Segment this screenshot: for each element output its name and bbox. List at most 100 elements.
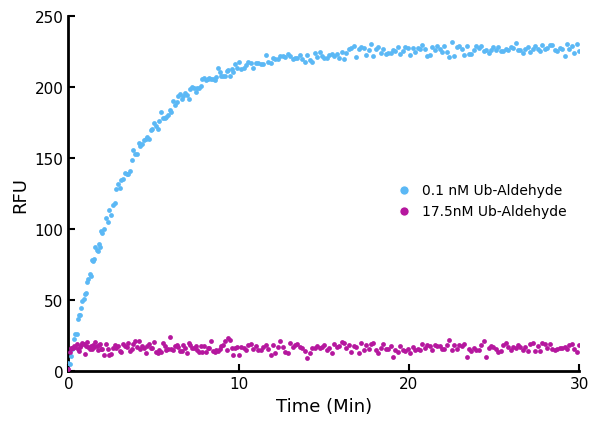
Point [491,345,501,352]
Point [203,77,212,83]
Point [486,48,496,55]
Point [386,51,395,58]
Point [361,342,371,348]
Point [185,87,195,94]
Point [116,177,126,184]
Point [151,348,161,355]
Point [163,112,173,119]
Point [196,343,206,350]
Point [508,344,518,351]
Point [344,47,354,54]
Point [391,346,400,353]
Point [472,347,481,354]
Point [337,50,346,57]
Point [201,349,211,356]
Point [383,51,393,58]
Point [403,345,413,352]
Point [92,247,101,254]
Point [149,120,159,127]
Point [295,344,305,351]
Point [112,344,121,351]
Point [560,53,569,60]
Point [334,55,344,62]
Point [334,343,344,349]
Point [513,47,523,54]
Point [440,43,449,50]
Point [230,62,240,69]
Point [151,123,161,130]
Point [80,350,89,357]
Point [484,345,493,352]
Point [148,127,157,133]
Point [85,346,94,353]
Point [462,354,472,361]
Point [488,44,498,51]
Point [241,63,251,69]
Point [572,42,581,49]
Point [553,346,562,353]
Point [261,342,271,349]
Point [545,42,554,49]
X-axis label: Time (Min): Time (Min) [276,397,372,415]
Point [484,51,493,58]
Point [442,341,452,348]
Point [73,316,83,323]
Point [501,46,511,53]
Point [376,345,386,351]
Point [215,346,224,353]
Point [87,346,97,353]
Y-axis label: RFU: RFU [11,176,29,212]
Point [211,75,221,81]
Point [486,343,496,350]
Point [388,47,398,54]
Point [406,52,415,59]
Point [533,343,542,349]
Point [449,54,459,60]
Point [310,345,319,351]
Point [266,352,275,359]
Point [64,360,73,366]
Point [395,51,405,58]
Point [325,52,334,59]
Point [91,244,100,250]
Point [93,248,103,255]
Point [364,47,373,54]
Point [82,339,92,346]
Point [337,339,346,345]
Point [386,343,395,349]
Point [511,345,520,352]
Point [359,347,368,354]
Point [241,347,251,354]
Point [218,341,228,348]
Point [103,219,112,226]
Point [263,60,273,66]
Point [506,347,515,354]
Point [425,52,434,59]
Point [508,46,518,53]
Point [71,344,80,351]
Point [101,341,111,348]
Point [474,346,484,353]
Point [290,342,300,349]
Point [248,66,258,73]
Point [253,346,263,353]
Point [71,331,80,337]
Point [79,296,88,302]
Point [472,44,481,51]
Point [177,97,187,104]
Point [169,347,178,354]
Point [181,90,190,97]
Point [332,344,341,351]
Point [540,341,550,348]
Point [91,339,100,346]
Point [339,56,349,63]
Point [112,186,121,193]
Point [494,45,503,52]
Point [454,43,464,50]
Point [191,89,200,96]
Point [501,340,511,347]
Point [410,346,420,353]
Point [187,345,197,352]
Point [518,346,527,353]
Point [300,348,310,354]
